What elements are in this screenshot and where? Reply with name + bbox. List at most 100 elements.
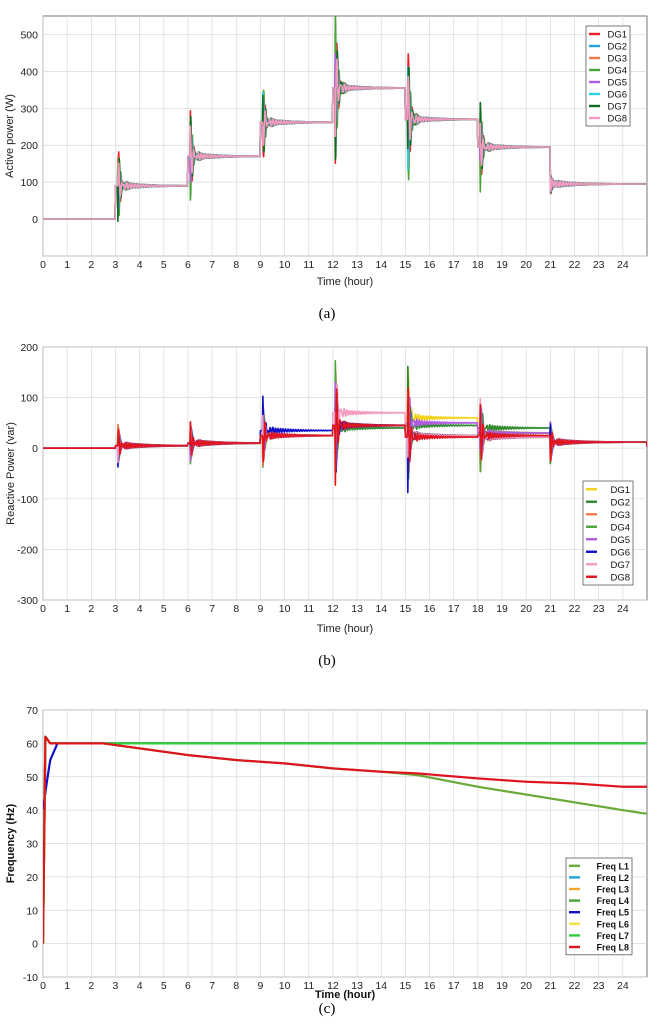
x-tick-label: 10 <box>279 980 291 992</box>
legend-label: Freq L6 <box>596 919 629 929</box>
x-tick-label: 14 <box>375 980 387 992</box>
series-lines <box>43 359 647 494</box>
x-tick-label: 24 <box>617 259 629 271</box>
legend-label: DG1 <box>607 30 627 41</box>
series-line-freq-l7 <box>43 735 647 944</box>
x-tick-label: 10 <box>279 259 291 271</box>
x-tick-label: 12 <box>327 980 339 992</box>
legend-box <box>585 25 631 127</box>
x-tick-label: 18 <box>472 980 484 992</box>
x-tick-label: 22 <box>569 603 581 615</box>
y-tick-label: -100 <box>17 494 38 506</box>
x-tick-label: 4 <box>137 259 143 271</box>
x-axis-label: Time (hour) <box>315 989 376 1001</box>
x-tick-label: 23 <box>593 603 605 615</box>
x-tick-label: 14 <box>375 603 387 615</box>
x-tick-label: 12 <box>327 259 339 271</box>
x-tick-label: 15 <box>400 603 412 615</box>
x-tick-label: 16 <box>424 980 436 992</box>
x-tick-label: 0 <box>40 259 46 271</box>
series-line-dg8 <box>43 387 647 486</box>
x-tick-label: 0 <box>40 980 46 992</box>
legend-label: DG8 <box>607 114 627 125</box>
x-tick-label: 5 <box>161 980 167 992</box>
x-tick-label: 6 <box>185 603 191 615</box>
x-tick-label: 15 <box>400 259 412 271</box>
x-tick-label: 8 <box>233 603 239 615</box>
x-tick-label: 4 <box>137 980 143 992</box>
y-tick-label: 200 <box>20 140 38 152</box>
legend-label: Freq L7 <box>596 931 629 941</box>
legend-label: DG4 <box>610 522 630 533</box>
x-tick-label: 8 <box>233 259 239 271</box>
legend-label: Freq L4 <box>596 896 629 906</box>
x-tick-label: 3 <box>113 259 119 271</box>
legend-label: Freq L3 <box>596 885 629 895</box>
x-tick-label: 11 <box>303 603 314 615</box>
x-tick-label: 16 <box>424 603 436 615</box>
y-tick-label: 0 <box>32 939 38 951</box>
x-tick-label: 3 <box>113 980 119 992</box>
figure-caption: (c) <box>319 1001 336 1017</box>
plot-area <box>42 15 648 257</box>
legend-label: DG4 <box>607 66 627 77</box>
y-tick-label: 50 <box>26 772 38 784</box>
legend-label: DG2 <box>610 497 630 508</box>
x-tick-label: 1 <box>64 603 70 615</box>
x-tick-label: 3 <box>113 603 119 615</box>
y-tick-label: 500 <box>20 29 38 41</box>
x-tick-label: 7 <box>209 603 215 615</box>
x-tick-label: 11 <box>303 980 314 992</box>
legend-label: DG5 <box>607 78 627 89</box>
x-tick-label: 10 <box>279 603 291 615</box>
chart-a: 0 1 2 3 4 5 6 7 8 9 10 11 12 13 14 15 16 17 18 19 20 21 22 23 24… <box>4 15 648 322</box>
x-tick-label: 4 <box>137 603 143 615</box>
x-tick-label: 13 <box>351 980 363 992</box>
y-tick-label: 0 <box>32 443 38 455</box>
y-axis-label: Frequency (Hz) <box>5 803 17 883</box>
x-tick-label: 13 <box>351 603 363 615</box>
x-tick-label: 23 <box>593 259 605 271</box>
legend-label: DG3 <box>610 510 630 521</box>
y-tick-label: 100 <box>20 393 38 405</box>
x-tick-label: 0 <box>40 603 46 615</box>
x-tick-label: 1 <box>64 980 70 992</box>
x-tick-label: 1 <box>64 259 70 271</box>
series-lines <box>43 16 647 223</box>
y-tick-label: 30 <box>26 839 38 851</box>
legend-label: Freq L8 <box>596 943 629 953</box>
x-axis-label: Time (hour) <box>317 276 373 288</box>
x-tick-label: 22 <box>569 980 581 992</box>
legend-label: DG1 <box>610 485 630 496</box>
legend-label: DG6 <box>610 547 630 558</box>
x-tick-label: 9 <box>258 980 264 992</box>
y-tick-label: 100 <box>20 177 38 189</box>
x-tick-label: 19 <box>496 259 508 271</box>
x-tick-label: 20 <box>520 603 532 615</box>
plot-area <box>42 346 648 601</box>
y-tick-label: 10 <box>26 905 38 917</box>
legend-box <box>565 857 633 956</box>
x-tick-label: 22 <box>569 259 581 271</box>
x-tick-label: 13 <box>351 259 363 271</box>
y-tick-label: 300 <box>20 103 38 115</box>
y-tick-label: 0 <box>32 214 38 226</box>
x-tick-label: 20 <box>520 980 532 992</box>
figure-caption: (b) <box>318 653 336 669</box>
x-tick-label: 15 <box>400 980 412 992</box>
x-tick-label: 14 <box>375 259 387 271</box>
chart-b: 0 1 2 3 4 5 6 7 8 9 10 11 12 13 14 15 16 17 18 19 20 21 22 23 24… <box>5 342 648 669</box>
legend-label: DG7 <box>607 102 627 113</box>
x-tick-label: 21 <box>545 259 557 271</box>
x-tick-label: 17 <box>448 259 460 271</box>
x-tick-label: 2 <box>88 603 94 615</box>
x-tick-label: 18 <box>472 259 484 271</box>
x-tick-label: 5 <box>161 259 167 271</box>
x-axis-label: Time (hour) <box>317 623 373 635</box>
x-tick-label: 18 <box>472 603 484 615</box>
x-tick-label: 21 <box>545 603 557 615</box>
x-tick-label: 20 <box>520 259 532 271</box>
y-tick-label: 70 <box>26 705 38 717</box>
